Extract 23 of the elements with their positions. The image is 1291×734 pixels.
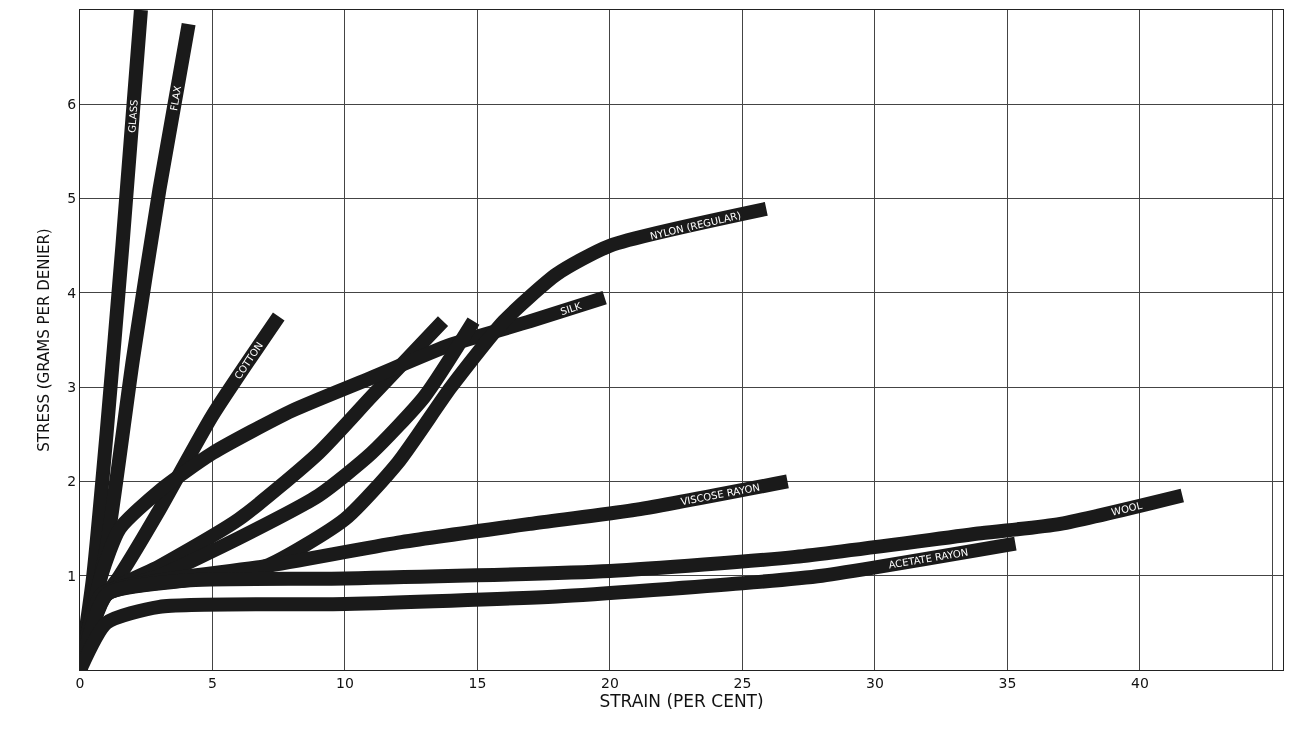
x-tick-label: 40 — [1131, 674, 1149, 691]
x-tick-label: 25 — [733, 674, 752, 691]
x-axis-title: STRAIN (PER CENT) — [599, 690, 764, 711]
text: ACETATE RAYON — [887, 546, 969, 571]
text: VISCOSE RAYON — [679, 481, 761, 508]
y-tick-label: 5 — [67, 190, 77, 207]
x-tick-label: 10 — [336, 674, 354, 691]
text: SILK — [558, 300, 584, 318]
x-tick-label: 30 — [866, 674, 884, 691]
y-tick-label: 6 — [67, 96, 77, 113]
x-tick-label: 5 — [208, 674, 217, 691]
y-tick-label: 4 — [67, 284, 77, 301]
x-tick-label: 0 — [75, 674, 85, 691]
y-axis-title: STRESS (GRAMS PER DENIER) — [34, 228, 53, 452]
x-tick-label: 35 — [998, 674, 1017, 691]
x-tick-label: 15 — [468, 674, 487, 691]
y-tick-label: 2 — [67, 473, 77, 490]
text: WOOL — [1110, 499, 1144, 518]
x-tick-label: 20 — [601, 674, 619, 691]
text: FLAX — [168, 84, 184, 112]
y-tick-label: 1 — [67, 567, 77, 584]
y-tick-label: 3 — [67, 379, 77, 396]
text: GLASS — [126, 99, 140, 134]
